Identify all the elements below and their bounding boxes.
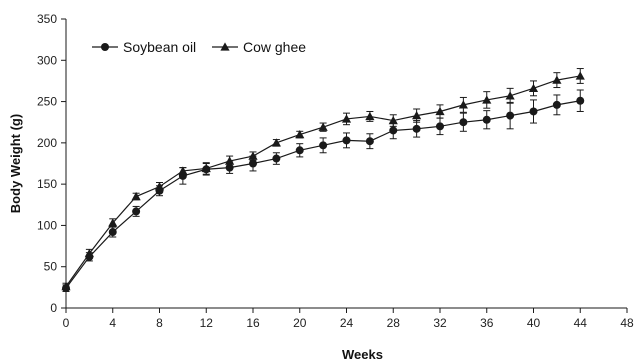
- data-point: [529, 107, 538, 116]
- data-point: [552, 75, 562, 84]
- data-point: [576, 96, 585, 105]
- legend-item: Soybean oil: [92, 39, 196, 55]
- data-point: [505, 91, 515, 100]
- data-point: [482, 95, 492, 104]
- y-tick-label: 350: [37, 12, 57, 26]
- x-axis-title: Weeks: [342, 347, 383, 362]
- data-point: [249, 159, 257, 168]
- data-point: [389, 126, 398, 135]
- data-point: [61, 281, 71, 291]
- y-tick-label: 300: [37, 53, 57, 67]
- x-tick-label: 24: [340, 316, 354, 330]
- data-point: [319, 141, 328, 150]
- data-point: [365, 137, 374, 146]
- data-point: [365, 111, 375, 121]
- x-tick-label: 20: [293, 316, 307, 330]
- legend-marker: [101, 43, 109, 51]
- data-point: [412, 124, 421, 133]
- data-point: [271, 138, 281, 147]
- y-tick-label: 150: [37, 177, 57, 191]
- legend-label: Soybean oil: [123, 39, 196, 55]
- data-point: [225, 156, 235, 165]
- data-point: [318, 122, 328, 131]
- data-point: [248, 151, 258, 160]
- x-tick-label: 0: [63, 316, 70, 330]
- data-point: [459, 118, 468, 127]
- legend-item: Cow ghee: [212, 39, 306, 55]
- data-point: [84, 248, 94, 258]
- y-tick-label: 50: [44, 260, 58, 274]
- legend-label: Cow ghee: [243, 39, 306, 55]
- series-triangle: [61, 68, 585, 291]
- data-point: [342, 136, 351, 145]
- series-line: [65, 75, 581, 287]
- data-point: [178, 166, 188, 175]
- x-tick-label: 28: [387, 316, 401, 330]
- x-tick-label: 36: [480, 316, 494, 330]
- axes: 0 4 8 12 16 20 24 28 32 36 40 44 4805010015020025030…: [37, 12, 634, 330]
- data-point: [154, 182, 165, 191]
- x-tick-label: 4: [109, 316, 116, 330]
- data-point: [341, 114, 352, 123]
- data-point: [506, 111, 515, 120]
- y-tick-label: 250: [37, 95, 57, 109]
- data-point: [132, 207, 141, 216]
- data-point: [295, 146, 304, 155]
- data-point: [435, 106, 445, 116]
- x-tick-label: 12: [200, 316, 214, 330]
- x-tick-label: 48: [620, 316, 634, 330]
- data-point: [575, 71, 585, 80]
- legend-marker: [220, 42, 230, 51]
- data-point: [528, 83, 539, 93]
- data-point: [131, 191, 141, 201]
- data-point: [108, 218, 118, 227]
- data-point: [458, 100, 468, 109]
- y-tick-label: 100: [37, 218, 57, 232]
- data-point: [412, 111, 422, 120]
- data-point: [436, 122, 444, 131]
- x-tick-label: 32: [433, 316, 447, 330]
- data-point: [482, 115, 491, 124]
- data-point: [295, 130, 305, 139]
- series-circle: [62, 89, 585, 293]
- y-axis-title: Body Weight (g): [8, 114, 23, 213]
- data-point: [201, 163, 211, 173]
- x-tick-label: 44: [574, 316, 588, 330]
- data-point: [272, 154, 281, 163]
- data-point: [108, 228, 117, 237]
- chart-marks: [61, 68, 585, 293]
- data-point: [552, 100, 561, 109]
- x-tick-label: 8: [156, 316, 163, 330]
- y-tick-label: 200: [37, 136, 57, 150]
- data-point: [388, 115, 398, 125]
- x-tick-label: 40: [527, 316, 541, 330]
- y-tick-label: 0: [50, 301, 57, 315]
- legend: Soybean oil Cow ghee: [92, 39, 306, 55]
- x-tick-label: 16: [246, 316, 260, 330]
